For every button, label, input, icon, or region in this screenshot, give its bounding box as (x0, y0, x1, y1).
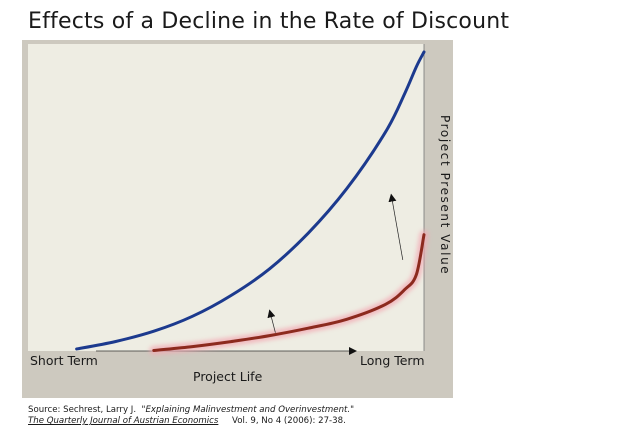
source-prefix: Source: Sechrest, Larry J. (28, 405, 137, 415)
x-tick-label-long-term: Long Term (360, 353, 425, 368)
y-axis-title: Project Present Value (438, 115, 452, 276)
x-tick-label-short-term: Short Term (30, 353, 98, 368)
source-citation: Source: Sechrest, Larry J. "Explaining M… (28, 405, 354, 427)
chart-title: Effects of a Decline in the Rate of Disc… (28, 9, 510, 34)
source-journal-link[interactable]: The Quarterly Journal of Austrian Econom… (28, 416, 219, 426)
x-axis-title: Project Life (193, 369, 263, 384)
source-article-title: "Explaining Malinvestment and Overinvest… (141, 405, 355, 415)
series-line-after-decline (75, 50, 426, 351)
shift-arrow-1 (267, 309, 276, 333)
series-line-before-decline (152, 233, 426, 352)
shift-arrow-2 (388, 193, 404, 260)
source-details: Vol. 9, No 4 (2006): 27-38. (232, 416, 346, 426)
